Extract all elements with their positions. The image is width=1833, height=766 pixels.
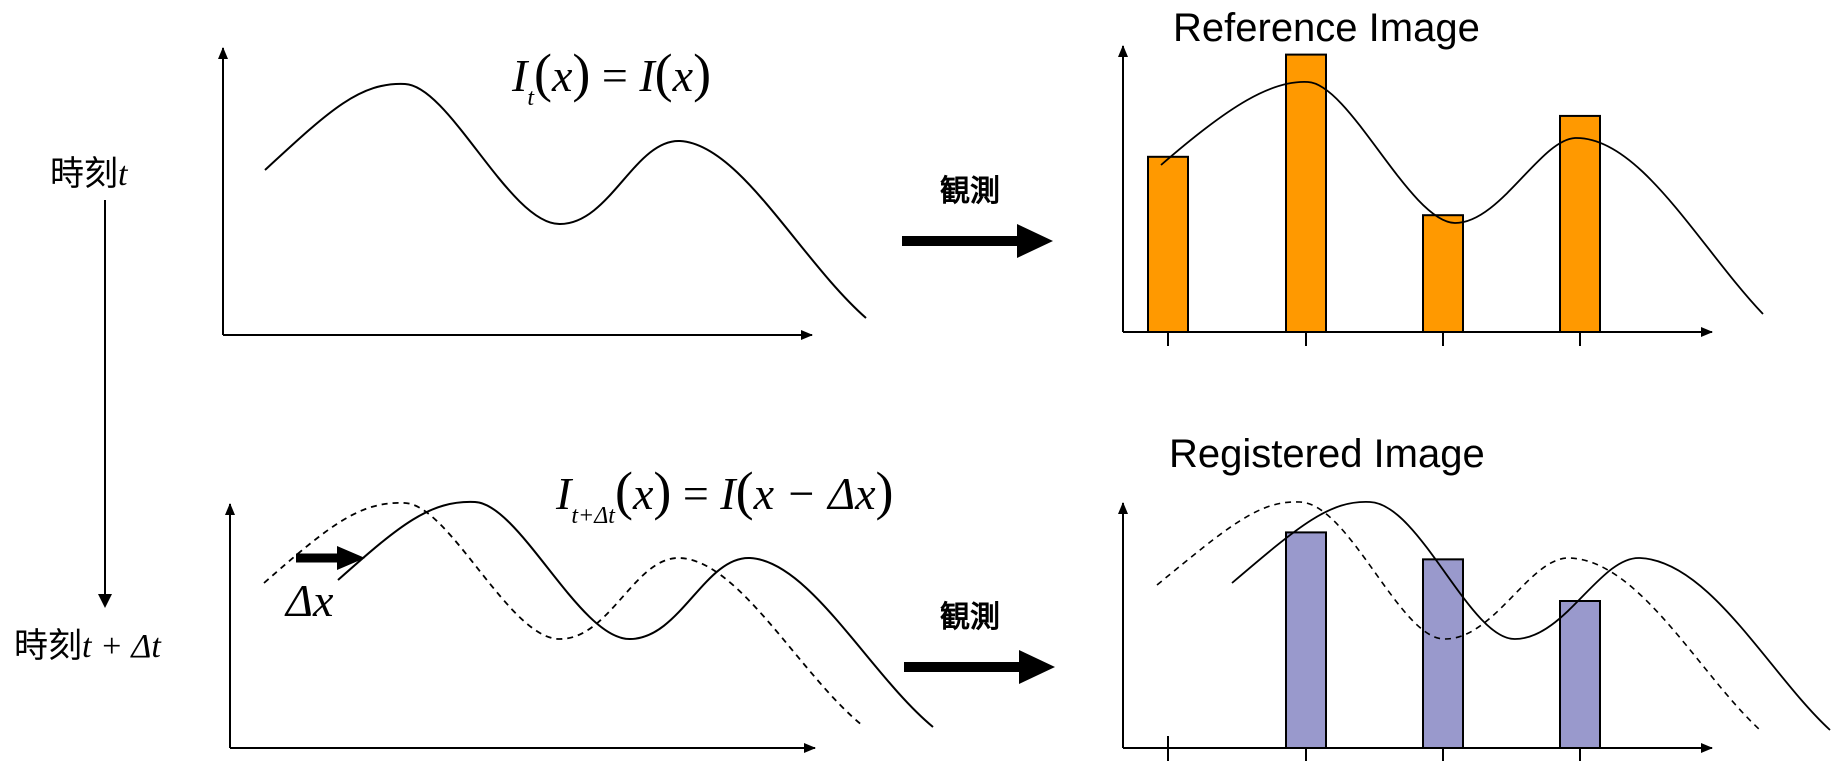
eq-top-rhs-lparen: (	[654, 43, 673, 103]
shift-arrow-head	[337, 546, 365, 570]
registered-reference-dashed	[1156, 501, 1761, 731]
eq-top-rhs-rparen: )	[693, 43, 712, 103]
eq-bottom-arg: x	[632, 468, 654, 519]
eq-bottom-lhs-symbol: I	[556, 468, 572, 519]
eq-bottom-rhs-rparen: )	[875, 461, 894, 521]
registered-shifted-curve	[1231, 501, 1831, 731]
observe-arrow-bottom	[904, 650, 1055, 684]
reference-bar	[1422, 214, 1464, 333]
reference-signal-curve	[1160, 81, 1764, 315]
eq-top-lhs-sub: t	[527, 85, 534, 111]
registered-image-chart	[1118, 501, 1831, 762]
eq-top-rparen: )	[572, 43, 591, 103]
reference-bar	[1147, 155, 1189, 333]
eq-bottom-rhs-lparen: (	[735, 461, 754, 521]
original-signal-dashed	[263, 502, 864, 727]
eq-top-equals: =	[590, 50, 640, 101]
eq-top-rhs-symbol: I	[639, 50, 655, 101]
eq-top-arg: x	[551, 50, 573, 101]
time-t-label: 時刻t	[50, 146, 127, 195]
time-t-kanji: 時刻	[50, 156, 118, 193]
eq-top-lhs-symbol: I	[512, 50, 528, 101]
eq-bottom-equals: =	[671, 468, 721, 519]
reference-bars	[1147, 53, 1601, 333]
time-arrow-head	[98, 594, 112, 608]
reference-bar	[1285, 53, 1327, 333]
equation-bottom: It+Δt(x) = I(x − Δx)	[556, 460, 893, 530]
observe-label-bottom: 観測	[940, 601, 1000, 634]
top-left-graph	[218, 47, 867, 340]
registered-image-title: Registered Image	[1169, 432, 1485, 476]
reference-image-title: Reference Image	[1173, 6, 1480, 50]
eq-bottom-rhs-arg: x − Δx	[753, 468, 876, 519]
reference-image-chart	[1118, 45, 1764, 346]
shifted-signal-curve	[337, 500, 934, 728]
observe-arrow-top	[902, 224, 1053, 258]
signal-curve-t	[264, 82, 867, 319]
registered-bar	[1285, 531, 1327, 750]
eq-top-lparen: (	[534, 43, 552, 103]
registered-bars	[1285, 531, 1601, 750]
eq-bottom-lparen: (	[614, 461, 633, 521]
observe-label-top: 観測	[940, 175, 1000, 208]
time-arrow	[98, 200, 112, 608]
observe-arrow-bottom-head	[1019, 650, 1055, 684]
observe-arrow-top-head	[1017, 224, 1053, 258]
eq-bottom-lhs-sub: t+Δt	[571, 503, 615, 529]
bottom-left-graph	[225, 500, 934, 753]
equation-top: It(x) = I(x)	[512, 42, 711, 112]
reference-bar	[1559, 114, 1601, 333]
registered-bar	[1422, 558, 1464, 749]
time-t-dt-kanji: 時刻	[14, 628, 82, 665]
shift-delta-x-label: Δx	[286, 575, 334, 626]
time-t-dt-var: t + Δt	[82, 628, 161, 665]
time-t-var: t	[118, 156, 128, 193]
eq-bottom-rhs-symbol: I	[720, 468, 736, 519]
eq-bottom-rparen: )	[653, 461, 672, 521]
registered-bar	[1559, 600, 1601, 749]
time-t-dt-label: 時刻t + Δt	[14, 618, 161, 667]
eq-top-rhs-arg: x	[672, 50, 694, 101]
